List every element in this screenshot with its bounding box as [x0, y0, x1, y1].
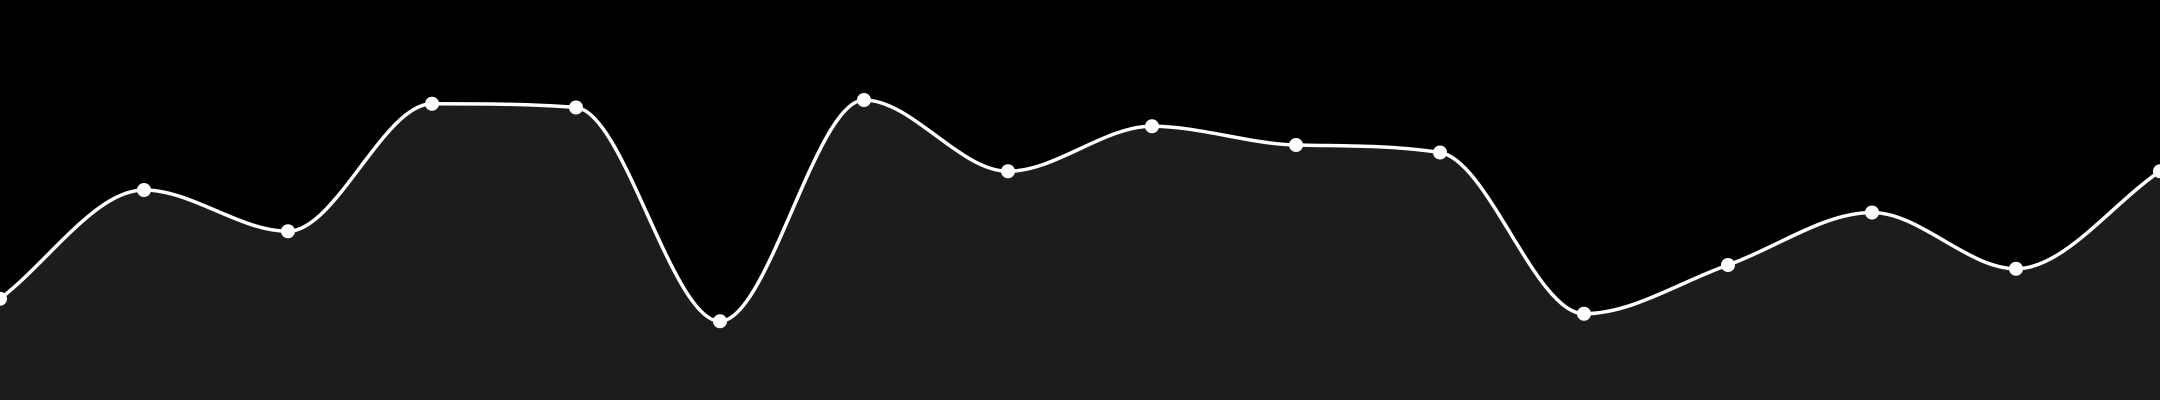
- data-point[interactable]: [1145, 119, 1159, 134]
- data-point[interactable]: [713, 314, 727, 329]
- data-point[interactable]: [1001, 164, 1015, 179]
- data-point[interactable]: [281, 224, 295, 239]
- data-point[interactable]: [0, 291, 7, 306]
- data-point[interactable]: [1433, 145, 1447, 160]
- data-point[interactable]: [425, 96, 439, 111]
- data-point[interactable]: [1865, 205, 1879, 220]
- data-point[interactable]: [2153, 164, 2160, 179]
- series-area: [0, 100, 2160, 400]
- data-point[interactable]: [137, 183, 151, 197]
- data-point[interactable]: [569, 100, 583, 115]
- series-layer: [0, 93, 2160, 400]
- data-point[interactable]: [1577, 306, 1591, 321]
- series-line: [0, 98, 2160, 323]
- data-point[interactable]: [2009, 261, 2023, 276]
- data-point[interactable]: [1721, 258, 1735, 272]
- data-point[interactable]: [1289, 138, 1303, 152]
- data-point[interactable]: [857, 93, 871, 107]
